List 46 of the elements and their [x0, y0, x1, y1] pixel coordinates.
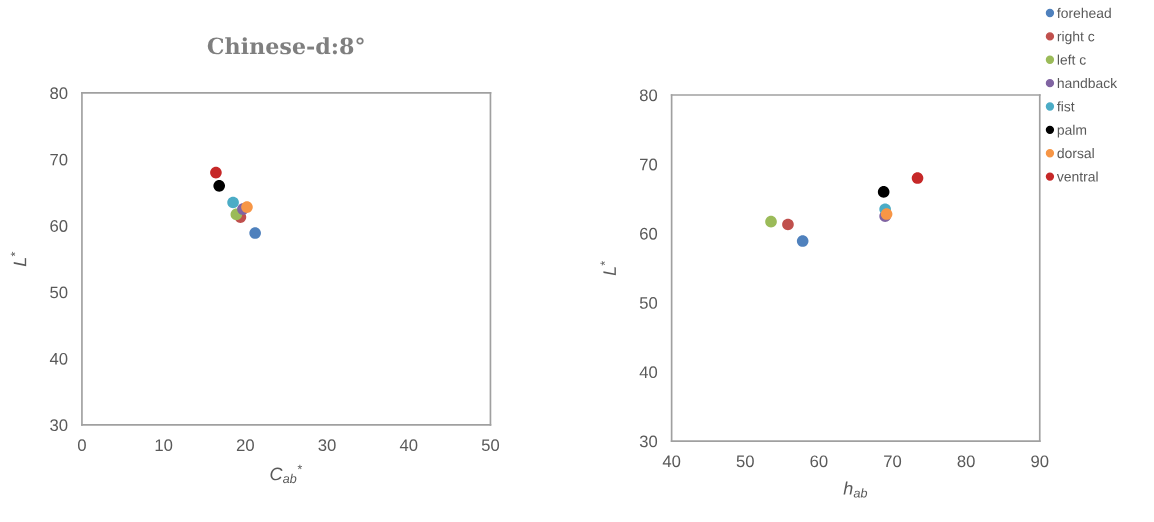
x-tick-label: 0 [77, 439, 86, 452]
x-tick-label: 50 [736, 455, 754, 468]
x-axis-title: h$_{ab}$ [843, 481, 868, 498]
point [213, 180, 226, 192]
legend-label: handback [1057, 77, 1118, 89]
legend-label: palm [1057, 124, 1087, 138]
y-tick-label: 40 [49, 352, 68, 365]
x-axis-title: C$_{ab}$$^{*}$ [270, 464, 303, 484]
legend-label: fist [1057, 101, 1075, 112]
y-tick-label: 50 [50, 286, 68, 299]
y-tick-label: 60 [50, 220, 68, 232]
legend-label: forehead [1057, 7, 1111, 19]
x-tick-label: 90 [1031, 455, 1049, 468]
legend-label: right c [1057, 31, 1095, 45]
point [241, 201, 253, 213]
y-tick-label: 80 [50, 87, 68, 100]
x-tick-label: 10 [155, 439, 173, 452]
point [782, 218, 794, 231]
y-axis-title: L$^{*}$ [10, 251, 27, 267]
y-tick-label: 80 [639, 89, 658, 102]
y-tick-label: 60 [640, 227, 658, 240]
x-tick-label: 40 [399, 439, 418, 452]
x-tick-label: 20 [236, 439, 254, 452]
point [911, 172, 924, 184]
y-axis-title: L$^{*}$ [600, 260, 616, 276]
point [877, 186, 890, 198]
point [765, 215, 777, 228]
x-tick-label: 60 [810, 455, 828, 468]
y-tick-label: 70 [640, 158, 658, 171]
legend-label: ventral [1056, 171, 1098, 182]
x-tick-label: 30 [318, 439, 336, 452]
x-tick-label: 40 [662, 455, 681, 468]
point [249, 227, 261, 239]
y-tick-label: 30 [50, 419, 68, 432]
legend-label: dorsal [1057, 148, 1094, 159]
point [210, 166, 222, 179]
chart-title: Chinese-d:8° [207, 37, 364, 55]
x-tick-label: 70 [884, 455, 902, 468]
legend-label: left c [1057, 54, 1086, 65]
x-tick-label: 50 [481, 439, 500, 452]
point [227, 196, 239, 209]
point [796, 235, 809, 247]
y-tick-label: 70 [50, 153, 68, 166]
y-tick-label: 40 [639, 366, 658, 379]
x-tick-label: 80 [957, 455, 975, 468]
y-tick-label: 50 [639, 297, 658, 309]
